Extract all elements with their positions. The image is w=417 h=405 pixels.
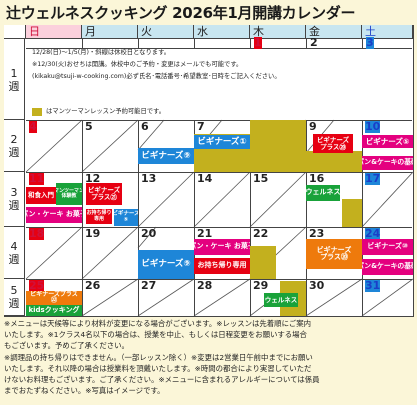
date-25: 25 (29, 279, 45, 292)
footer-line: ※調理品の持ち帰りはできません。（一部レッスン除く）※変更は2営業日午前中までに… (4, 352, 313, 362)
date-5: 5 (85, 120, 93, 133)
event-bread-cake-w4[interactable]: パン&ケーキの基礎 (362, 259, 413, 275)
weekday-sat: 土 (362, 25, 413, 39)
weekday-tue: 火 (138, 25, 194, 39)
weekday-fri: 金 (306, 25, 362, 39)
date-15: 15 (253, 172, 269, 185)
mantoman-9[interactable] (306, 151, 362, 172)
event-beginners-9-w4[interactable]: ビギナーズ⑨ (138, 250, 194, 279)
event-takeout-only-w3[interactable]: お持ち帰り 専用 (86, 209, 112, 224)
date-2: 2 (310, 36, 318, 49)
date-16: 16 (309, 172, 325, 185)
weekday-thu: 木 (250, 25, 306, 39)
event-wellness-w5[interactable]: ウェルネス (264, 293, 298, 307)
date-1: 1 (254, 36, 262, 49)
event-takeout-only-w4[interactable]: お持ち帰り専用 (194, 258, 250, 274)
mantoman-22[interactable] (250, 246, 276, 279)
header-corner (4, 25, 26, 39)
date-30: 30 (309, 279, 325, 292)
date-3: 3 (366, 36, 374, 49)
note-osechi: ※12/30(火)おせちは開講。休校中のご予約・変更はメールでも可能です。 (32, 61, 243, 68)
event-wellness-w3[interactable]: ウェルネス (306, 185, 340, 201)
date-18: 18 (29, 227, 45, 240)
event-mantoman-trial[interactable]: マンツーマン 体験教 (56, 183, 82, 205)
footer-notes: ※メニューは天候等により材料が変更になる場合がございます。※レッスンは先着順にご… (4, 318, 414, 396)
date-7: 7 (197, 120, 205, 133)
date-24: 24 (365, 227, 381, 240)
event-beginners-plus-20-w2[interactable]: ビギナーズ プラス⑳ (313, 134, 353, 153)
date-26: 26 (85, 279, 101, 292)
date-10: 10 (365, 120, 381, 133)
date-13: 13 (141, 172, 157, 185)
event-bread-cake-sweets-w4[interactable]: パン・ケーキ お菓子 (194, 239, 250, 255)
footer-line: までおたずねください。※写真はイメージです。 (4, 386, 165, 396)
footer-line: もございます。予めご了承ください。 (4, 341, 129, 351)
event-beginners-1-w2[interactable]: ビギナーズ① (194, 135, 250, 149)
note-legend: はマンツーマンレッスン予約可能日です。 (46, 108, 166, 115)
footer-line: いたします。※1クラス4名以下の場合は、授業を中止、もしくは日程変更をお願いする… (4, 330, 307, 340)
event-kids-cooking[interactable]: kidsクッキング (26, 305, 82, 316)
event-washoku-intro[interactable]: 和食入門 (26, 187, 56, 204)
page-title: 辻ウェルネスクッキング 2026年1月開講カレンダー (6, 4, 356, 22)
event-beginners-plus-20-w4[interactable]: ビギナーズ プラス⑳ (306, 239, 362, 269)
date-29: 29 (253, 279, 269, 292)
date-23: 23 (309, 227, 325, 240)
date-21: 21 (197, 227, 213, 240)
event-beginners-10-w4[interactable]: ビギナーズ⑩ (362, 239, 413, 255)
weekday-wed: 水 (194, 25, 250, 39)
mantoman-8[interactable] (250, 120, 306, 172)
event-bread-cake-w2[interactable]: パン&ケーキの基礎 (362, 156, 413, 170)
footer-line: ※メニューは天候等により材料が変更になる場合がございます。※レッスンは先着順にご… (4, 319, 311, 328)
date-11: 11 (29, 172, 45, 185)
date-9: 9 (309, 120, 317, 133)
date-12: 12 (85, 172, 101, 185)
event-beginners-plus-21[interactable]: ビギナーズ プラス㉑ (86, 183, 122, 205)
event-beginners-plus-22[interactable]: ビギナーズプラス ㉒ (26, 291, 82, 305)
date-6: 6 (141, 120, 149, 133)
event-beginners-5-w2[interactable]: ビギナーズ⑤ (362, 135, 413, 148)
legend-swatch (32, 108, 42, 116)
event-beginners-5-w3[interactable]: ビギナーズ ⑤ (114, 209, 138, 226)
weekday-mon: 月 (82, 25, 138, 39)
date-14: 14 (197, 172, 213, 185)
date-27: 27 (141, 279, 157, 292)
footer-line: いたします。それ以降の場合は授業料を頂戴いたします。※時間の都合により実習してい… (4, 363, 312, 373)
event-beginners-9-w2[interactable]: ビギナーズ⑨ (138, 148, 194, 164)
footer-line: けないお料理もございます。ご了承ください。※メニューに含まれるアレルギーについて… (4, 375, 320, 385)
event-bread-cake-sweets-w3[interactable]: パン・ケーキ お菓子 (26, 207, 82, 223)
note-email: (kikaku@tsuji-w-cooking.com)必ず氏名･電話番号･希望… (32, 73, 281, 80)
weekday-sun: 日 (26, 25, 82, 39)
mantoman-16[interactable] (342, 199, 362, 227)
date-4: 4 (29, 120, 37, 133)
date-28: 28 (197, 279, 213, 292)
date-20: 20 (141, 227, 157, 240)
date-19: 19 (85, 227, 101, 240)
date-31: 31 (365, 279, 381, 292)
date-22: 22 (253, 227, 269, 240)
note-closed: 12/28(日)〜1/5(月)・斜線は休校日となります。 (32, 49, 171, 56)
date-17: 17 (365, 172, 381, 185)
